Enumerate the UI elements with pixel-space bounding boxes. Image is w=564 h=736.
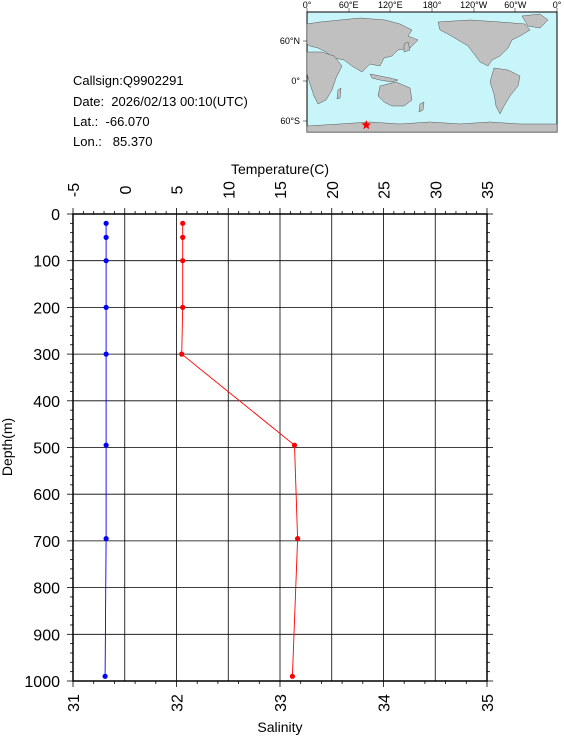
temperature-data-point: [180, 220, 186, 226]
depth-tick-label: 700: [33, 534, 60, 551]
temperature-tick-label: 25: [377, 181, 394, 199]
depth-tick-label: 500: [33, 441, 60, 458]
salinity-tick-label: 34: [377, 694, 394, 712]
temperature-tick-label: -5: [66, 183, 83, 197]
australia-landmass: [377, 81, 413, 107]
temperature-profile-line: [181, 223, 299, 677]
map-longitude-label: 120°E: [378, 0, 403, 10]
salinity-data-point: [103, 304, 109, 310]
depth-tick-label: 100: [33, 254, 60, 271]
map-longitude-label: 180°: [423, 0, 442, 10]
longitude-text: Lon.: 85.370: [73, 134, 153, 149]
depth-tick-label: 1000: [24, 674, 60, 691]
salinity-tick-label: 31: [66, 694, 83, 712]
salinity-tick-label: 35: [480, 694, 497, 712]
temperature-tick-label: 0: [118, 185, 135, 194]
temperature-tick-label: 35: [480, 181, 497, 199]
eurasia-landmass: [306, 17, 419, 73]
depth-tick-label: 200: [33, 300, 60, 317]
depth-tick-label: 600: [33, 487, 60, 504]
temperature-tick-label: 30: [428, 181, 445, 199]
salinity-data-point: [103, 220, 109, 226]
plot-frame: [72, 213, 488, 682]
map-longitude-label: 60°E: [339, 0, 359, 10]
map-longitude-label: 60°W: [504, 0, 527, 10]
map-latitude-label: 60°S: [280, 116, 300, 126]
new-zealand-landmass: [418, 101, 425, 113]
temperature-data-point: [294, 535, 301, 542]
indonesia-landmass: [369, 73, 399, 83]
depth-tick-label: 0: [51, 207, 60, 224]
salinity-data-point: [103, 234, 109, 240]
salinity-data-point: [102, 673, 108, 679]
bottom-axis-title: Salinity: [257, 719, 302, 735]
salinity-profile-line: [104, 223, 107, 677]
y-axis-title: Depth(m): [0, 418, 15, 476]
depth-tick-label: 300: [33, 347, 60, 364]
north-america-landmass: [437, 19, 531, 67]
temperature-data-point: [180, 258, 186, 264]
depth-tick-label: 400: [33, 394, 60, 411]
location-map: 0° 60°E 120°E 180° 120°W 60°W 0° 60°N 0° 60°S: [280, 0, 562, 133]
temperature-data-point: [289, 673, 296, 679]
temperature-tick-label: 20: [325, 181, 342, 199]
salinity-data-point: [103, 535, 109, 542]
salinity-tick-label: 32: [170, 694, 187, 712]
africa-landmass: [306, 51, 343, 105]
map-gridlines: [303, 8, 558, 122]
latitude-text: Lat.: -66.070: [73, 114, 150, 129]
callsign-text: Callsign:Q9902291: [73, 73, 184, 88]
temperature-data-point: [179, 351, 185, 357]
map-longitude-label: 0°: [303, 0, 312, 10]
south-america-landmass: [489, 67, 521, 115]
temperature-data-point: [180, 234, 186, 240]
japan-landmass: [403, 41, 411, 53]
salinity-tick-label: 33: [273, 694, 290, 712]
salinity-data-point: [103, 442, 109, 448]
temperature-tick-label: 15: [273, 181, 290, 199]
temperature-tick-label: 10: [221, 181, 238, 199]
temperature-data-point: [180, 304, 186, 310]
madagascar-landmass: [336, 87, 342, 100]
salinity-data-point: [103, 351, 109, 357]
station-location-marker: [361, 120, 371, 130]
map-latitude-label: 0°: [291, 76, 300, 86]
map-longitude-label: 0°: [553, 0, 562, 10]
depth-tick-label: 800: [33, 581, 60, 598]
top-axis-title: Temperature(C): [231, 161, 329, 177]
date-text: Date: 2026/02/13 00:10(UTC): [73, 94, 248, 109]
map-latitude-label: 60°N: [280, 36, 300, 46]
temperature-tick-label: 5: [170, 185, 187, 194]
greenland-landmass: [521, 13, 549, 29]
salinity-data-point: [103, 258, 109, 264]
depth-tick-label: 900: [33, 627, 60, 644]
map-longitude-label: 120°W: [460, 0, 488, 10]
temperature-data-point: [291, 442, 298, 448]
